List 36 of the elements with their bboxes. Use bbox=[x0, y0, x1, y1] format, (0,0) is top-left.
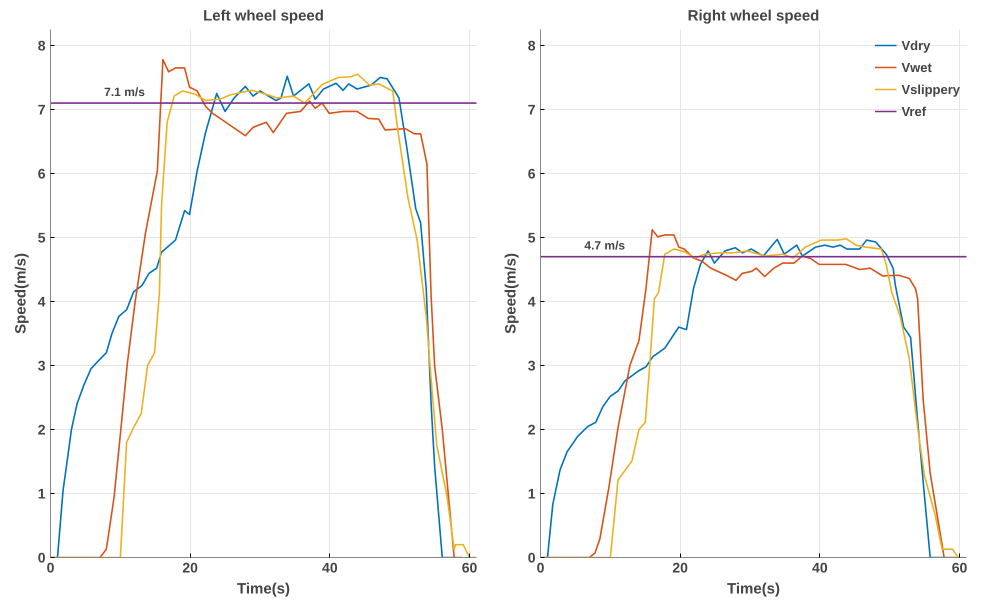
y-tick-label: 6 bbox=[38, 166, 46, 182]
y-tick-label: 1 bbox=[528, 486, 536, 502]
x-tick-label: 40 bbox=[322, 560, 338, 576]
y-tick-label: 1 bbox=[38, 486, 46, 502]
y-tick-label: 2 bbox=[528, 422, 536, 438]
y-tick-label: 7 bbox=[38, 102, 46, 118]
x-axis-title: Time(s) bbox=[236, 580, 290, 598]
annotation: 7.1 m/s bbox=[104, 85, 146, 100]
y-tick-label: 6 bbox=[528, 166, 536, 182]
x-tick-label: 20 bbox=[672, 560, 688, 576]
chart-title: Left wheel speed bbox=[203, 8, 324, 24]
x-tick-label: 60 bbox=[952, 560, 968, 576]
x-axis-title: Time(s) bbox=[726, 580, 780, 598]
y-axis-title: Speed(m/s) bbox=[12, 253, 30, 334]
x-tick-label: 20 bbox=[182, 560, 198, 576]
y-tick-label: 0 bbox=[528, 550, 536, 566]
y-tick-label: 8 bbox=[38, 38, 46, 54]
legend-label: Vdry bbox=[901, 38, 930, 52]
y-axis-title: Speed(m/s) bbox=[502, 253, 520, 334]
x-tick-label: 60 bbox=[462, 560, 478, 576]
y-tick-label: 7 bbox=[528, 102, 536, 118]
x-tick-label: 40 bbox=[812, 560, 828, 576]
y-tick-label: 4 bbox=[528, 294, 536, 310]
y-tick-label: 5 bbox=[528, 230, 536, 246]
legend-label: Vslippery bbox=[901, 82, 960, 96]
y-tick-label: 5 bbox=[38, 230, 46, 246]
y-tick-label: 4 bbox=[38, 294, 46, 310]
y-tick-label: 0 bbox=[38, 550, 46, 566]
y-tick-label: 8 bbox=[528, 38, 536, 54]
y-tick-label: 2 bbox=[38, 422, 46, 438]
legend-label: Vref bbox=[901, 104, 926, 118]
annotation: 4.7 m/s bbox=[584, 238, 626, 253]
y-tick-label: 3 bbox=[38, 358, 46, 374]
y-tick-label: 3 bbox=[528, 358, 536, 374]
chart-title: Right wheel speed bbox=[688, 8, 820, 24]
legend-label: Vwet bbox=[901, 60, 932, 74]
